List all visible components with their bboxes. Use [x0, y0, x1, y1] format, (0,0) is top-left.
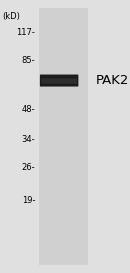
- FancyBboxPatch shape: [41, 78, 77, 84]
- Text: 26-: 26-: [21, 164, 35, 172]
- Text: 19-: 19-: [22, 196, 35, 205]
- Text: 117-: 117-: [16, 28, 35, 37]
- Text: PAK2: PAK2: [96, 74, 130, 87]
- Text: (kD): (kD): [3, 12, 21, 21]
- Bar: [39, 8, 88, 265]
- FancyBboxPatch shape: [40, 75, 78, 87]
- Text: 85-: 85-: [21, 56, 35, 64]
- Text: 48-: 48-: [21, 105, 35, 114]
- Text: 34-: 34-: [21, 135, 35, 144]
